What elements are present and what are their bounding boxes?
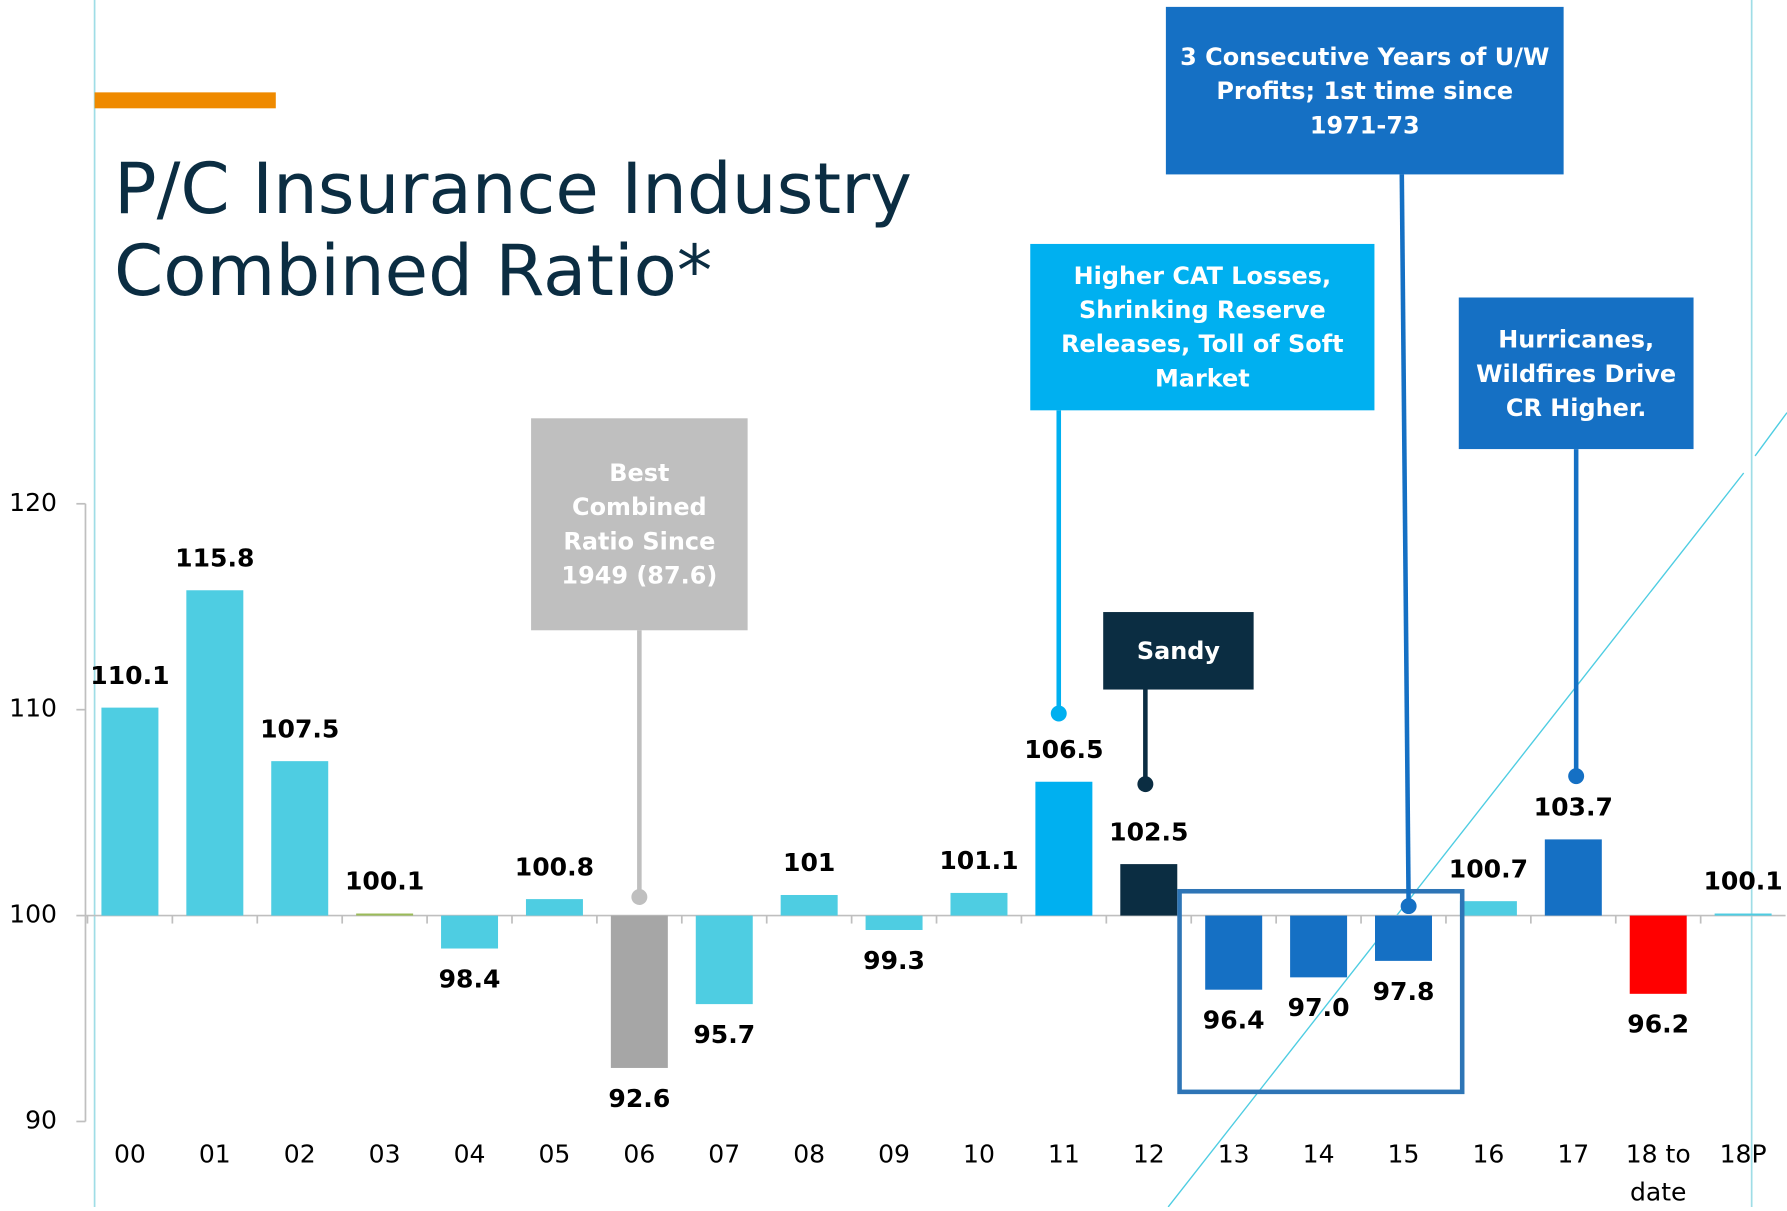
decor-line xyxy=(1167,472,1745,1208)
decor-line xyxy=(1754,412,1787,457)
value-label: 97.0 xyxy=(1288,993,1350,1022)
value-label: 98.4 xyxy=(439,964,501,993)
accent-bar xyxy=(94,92,276,109)
highlight-box xyxy=(1177,888,1465,1095)
annotation-box xyxy=(531,418,748,631)
value-label: 95.7 xyxy=(693,1020,755,1049)
bar xyxy=(271,761,329,916)
title-box: P/C Insurance Industry Combined Ratio* xyxy=(113,148,912,313)
y-tick-label: 90 xyxy=(25,1105,57,1134)
value-label: 96.4 xyxy=(1203,1006,1265,1035)
value-label: 100.7 xyxy=(1449,854,1528,883)
x-tick-label: 01 xyxy=(199,1140,231,1169)
annotation-dot xyxy=(1400,898,1417,915)
value-label: 103.7 xyxy=(1534,793,1613,822)
x-tick-label: 05 xyxy=(538,1140,570,1169)
bar xyxy=(1544,839,1602,916)
bar xyxy=(1290,915,1348,978)
x-tick-label: 15 xyxy=(1388,1140,1420,1169)
value-label: 96.2 xyxy=(1627,1010,1689,1039)
annotation-dot xyxy=(631,888,648,905)
x-tick-label: 17 xyxy=(1557,1140,1589,1169)
annotation-holder: Hurricanes, Wildfires Drive CR Higher. xyxy=(1476,325,1677,422)
chart-title: P/C Insurance Industry Combined Ratio* xyxy=(113,148,912,313)
value-label: 106.5 xyxy=(1024,735,1103,764)
x-tick-label: 06 xyxy=(623,1140,655,1169)
annotation-pointer xyxy=(1399,174,1411,907)
x-tick-label: 13 xyxy=(1218,1140,1250,1169)
bar xyxy=(101,707,159,916)
x-tick-label: 12 xyxy=(1133,1140,1165,1169)
x-tick-label: 16 xyxy=(1472,1140,1504,1169)
y-tick-label: 110 xyxy=(9,694,57,723)
annotation-holder: Higher CAT Losses, Shrinking Reserve Rel… xyxy=(1061,262,1344,393)
annotation-dot xyxy=(1050,705,1067,722)
value-label: 110.1 xyxy=(90,661,169,690)
bar xyxy=(186,590,244,916)
bar xyxy=(950,892,1008,916)
x-tick-label: 00 xyxy=(114,1140,146,1169)
value-label: 100.8 xyxy=(515,852,594,881)
x-tick-label: 02 xyxy=(284,1140,316,1169)
annotation-box xyxy=(1458,297,1694,450)
bar xyxy=(1459,901,1517,916)
bar xyxy=(1714,913,1772,916)
value-label: 92.6 xyxy=(608,1084,670,1113)
annotation: 3 Consecutive Years of U/W Profits; 1st … xyxy=(1180,42,1550,139)
bar xyxy=(1035,781,1093,916)
annotation: Sandy xyxy=(1136,637,1220,665)
annotation-dot xyxy=(1568,768,1585,785)
annotation-box xyxy=(1103,612,1254,690)
value-label: 102.5 xyxy=(1109,817,1188,846)
value-label: 100.1 xyxy=(1703,867,1782,896)
x-tick-label: 11 xyxy=(1048,1140,1080,1169)
bar xyxy=(356,913,414,916)
value-label: 107.5 xyxy=(260,714,339,743)
annotation-holder: Best Combined Ratio Since 1949 (87.6) xyxy=(561,459,718,590)
value-label: 99.3 xyxy=(863,946,925,975)
x-tick-label: 09 xyxy=(878,1140,910,1169)
annotation-holder: Sandy xyxy=(1136,637,1220,665)
bar xyxy=(865,915,923,930)
value-label: 100.1 xyxy=(345,867,424,896)
bar xyxy=(1205,915,1263,990)
x-tick-label: 07 xyxy=(708,1140,740,1169)
value-label: 101.1 xyxy=(939,846,1018,875)
bar xyxy=(610,915,668,1068)
annotation: Hurricanes, Wildfires Drive CR Higher. xyxy=(1476,325,1677,422)
x-tick-label: 14 xyxy=(1303,1140,1335,1169)
y-tick-label: 120 xyxy=(9,488,57,517)
x-tick-label: 18P xyxy=(1720,1140,1767,1169)
annotation: Best Combined Ratio Since 1949 (87.6) xyxy=(561,459,718,590)
annotation: Higher CAT Losses, Shrinking Reserve Rel… xyxy=(1061,262,1344,393)
y-tick-label: 100 xyxy=(9,900,57,929)
bar xyxy=(780,894,838,916)
bar xyxy=(1375,915,1432,961)
x-tick-label: 10 xyxy=(963,1140,995,1169)
bar xyxy=(695,915,753,1005)
bar xyxy=(1120,864,1178,916)
annotation-dot xyxy=(1137,776,1154,793)
x-tick-label: 18 to date xyxy=(1626,1140,1691,1207)
x-tick-label: 03 xyxy=(369,1140,401,1169)
annotation-box xyxy=(1165,6,1564,175)
x-tick-label: 08 xyxy=(793,1140,825,1169)
value-label: 97.8 xyxy=(1373,977,1435,1006)
value-label: 101 xyxy=(783,848,835,877)
bar xyxy=(441,915,499,949)
x-tick-label: 04 xyxy=(454,1140,486,1169)
annotation-holder: 3 Consecutive Years of U/W Profits; 1st … xyxy=(1180,42,1550,139)
value-label: 115.8 xyxy=(175,543,254,572)
annotation-box xyxy=(1030,243,1375,411)
bar xyxy=(525,899,583,916)
bar xyxy=(1629,915,1687,994)
